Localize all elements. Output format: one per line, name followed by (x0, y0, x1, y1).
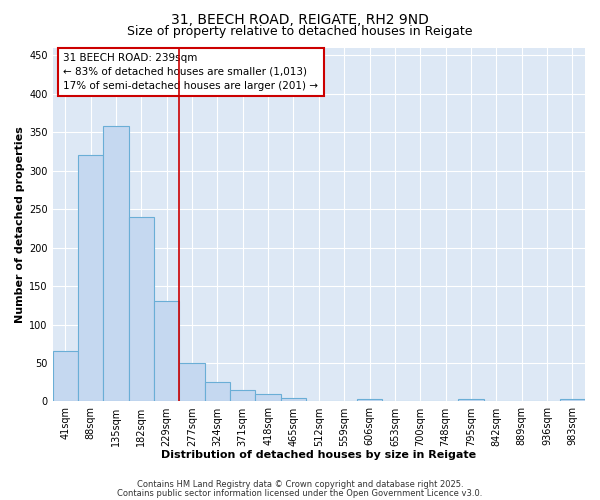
Text: Contains public sector information licensed under the Open Government Licence v3: Contains public sector information licen… (118, 488, 482, 498)
Bar (560, 399, 585, 402)
Text: 31 BEECH ROAD: 239sqm
← 83% of detached houses are smaller (1,013)
17% of semi-d: 31 BEECH ROAD: 239sqm ← 83% of detached … (63, 53, 318, 91)
Text: 31, BEECH ROAD, REIGATE, RH2 9ND: 31, BEECH ROAD, REIGATE, RH2 9ND (171, 12, 429, 26)
X-axis label: Distribution of detached houses by size in Reigate: Distribution of detached houses by size … (161, 450, 476, 460)
Bar (458, 399, 484, 402)
Bar (179, 363, 205, 402)
Bar (230, 390, 256, 402)
Y-axis label: Number of detached properties: Number of detached properties (15, 126, 25, 323)
Bar (256, 394, 281, 402)
Bar (205, 382, 230, 402)
Bar (103, 126, 129, 402)
Bar (281, 398, 306, 402)
Bar (154, 302, 179, 402)
Text: Size of property relative to detached houses in Reigate: Size of property relative to detached ho… (127, 25, 473, 38)
Bar (357, 399, 382, 402)
Text: Contains HM Land Registry data © Crown copyright and database right 2025.: Contains HM Land Registry data © Crown c… (137, 480, 463, 489)
Bar (53, 352, 78, 402)
Bar (78, 155, 103, 402)
Bar (129, 217, 154, 402)
